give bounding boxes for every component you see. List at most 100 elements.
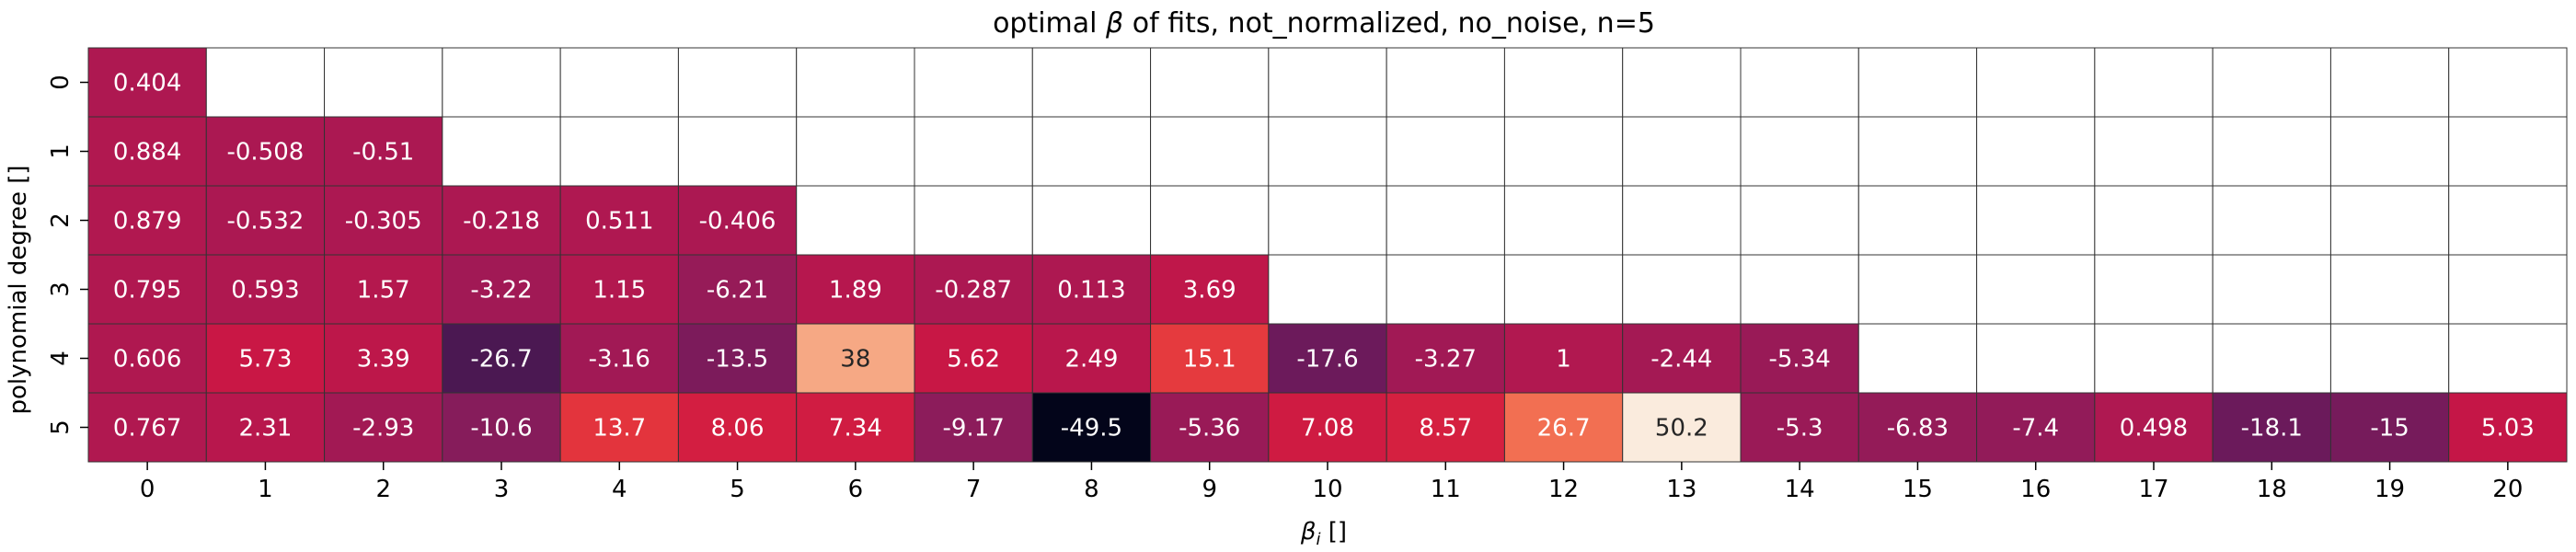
empty-cell: [2329, 185, 2450, 256]
cell-value-label: 8.57: [1419, 415, 1472, 443]
heatmap-cell: [559, 392, 679, 463]
empty-cell: [796, 185, 915, 256]
cell-value-label: 15.1: [1183, 346, 1236, 374]
heatmap-cell: [1622, 392, 1742, 463]
empty-cell: [1031, 116, 1152, 187]
cell-value-label: -2.44: [1650, 346, 1712, 374]
cell-value-label: -0.508: [227, 139, 305, 167]
x-tick-label: 11: [1431, 476, 1461, 503]
empty-cell: [1857, 116, 1978, 187]
empty-cell: [2094, 254, 2214, 325]
heatmap-cell: [1386, 392, 1505, 463]
x-tick-label: 15: [1903, 476, 1933, 503]
empty-cell: [1503, 47, 1624, 118]
empty-cell: [1268, 185, 1387, 256]
cell-value-label: -26.7: [470, 346, 532, 374]
heatmap-cell: [677, 254, 798, 325]
cell-value-label: 26.7: [1537, 415, 1591, 443]
x-tick-label: 7: [966, 476, 982, 503]
empty-cell: [1386, 254, 1505, 325]
cell-value-label: -13.5: [707, 346, 768, 374]
y-tick-label: 5: [47, 420, 75, 435]
empty-cell: [2448, 323, 2568, 394]
x-tick-label: 14: [1785, 476, 1815, 503]
empty-cell: [914, 116, 1033, 187]
empty-cell: [914, 47, 1033, 118]
empty-cell: [2094, 185, 2214, 256]
y-axis-ticks: 0 1 2 3 4 5: [47, 75, 88, 435]
empty-cell: [442, 116, 561, 187]
empty-cell: [1976, 116, 2096, 187]
empty-cell: [1150, 116, 1270, 187]
cell-value-label: 0.113: [1057, 277, 1125, 305]
heatmap-cell: [1622, 323, 1742, 394]
cell-value-label: 3.39: [357, 346, 410, 374]
cell-value-label: 1.57: [357, 277, 410, 305]
cell-value-label: -9.17: [943, 415, 1005, 443]
y-tick-label: 4: [47, 351, 75, 366]
empty-cell: [796, 116, 915, 187]
heatmap-cell: [796, 323, 915, 394]
heatmap-cell: [1150, 254, 1270, 325]
x-tick-label: 18: [2257, 476, 2287, 503]
x-axis-label-subscript: i: [1317, 530, 1321, 549]
cell-value-label: -0.305: [345, 208, 422, 236]
empty-cell: [1268, 47, 1387, 118]
empty-cell: [442, 47, 561, 118]
empty-cell: [2094, 116, 2214, 187]
cell-value-label: -3.27: [1415, 346, 1477, 374]
empty-cell: [559, 116, 679, 187]
empty-cell: [1976, 254, 2096, 325]
title-suffix: of fits, not_normalized, no_noise, n=5: [1123, 7, 1655, 40]
cell-value-label: 0.606: [113, 346, 181, 374]
x-tick-label: 3: [494, 476, 510, 503]
empty-cell: [1622, 47, 1742, 118]
heatmap-cell: [1740, 323, 1859, 394]
x-tick-label: 20: [2492, 476, 2523, 503]
empty-cell: [2448, 47, 2568, 118]
empty-cell: [914, 185, 1033, 256]
cell-value-label: 8.06: [711, 415, 765, 443]
heatmap-cell: [559, 323, 679, 394]
empty-cell: [1857, 185, 1978, 256]
cell-value-label: 1.89: [829, 277, 882, 305]
empty-cell: [2094, 47, 2214, 118]
cell-value-label: -5.34: [1769, 346, 1831, 374]
heatmap-cell: [87, 323, 207, 394]
cell-value-label: -0.218: [463, 208, 540, 236]
empty-cell: [1857, 323, 1978, 394]
empty-cell: [1031, 47, 1152, 118]
empty-cell: [2448, 116, 2568, 187]
empty-cell: [324, 47, 443, 118]
x-tick-label: 9: [1202, 476, 1217, 503]
empty-cell: [1503, 116, 1624, 187]
x-tick-label: 12: [1548, 476, 1579, 503]
empty-cell: [1386, 185, 1505, 256]
heatmap-cell: [324, 254, 443, 325]
title-beta-symbol: β: [1105, 7, 1123, 40]
empty-cell: [677, 116, 798, 187]
empty-cell: [796, 47, 915, 118]
cell-value-label: -49.5: [1061, 415, 1122, 443]
heatmap-cell: [324, 392, 443, 463]
heatmap-cell: [559, 185, 679, 256]
y-tick-label: 0: [47, 75, 75, 90]
heatmap-cell: [914, 254, 1033, 325]
cell-value-label: -2.93: [352, 415, 414, 443]
heatmap-cell: [1386, 323, 1505, 394]
empty-cell: [2212, 47, 2331, 118]
x-tick-label: 2: [375, 476, 391, 503]
heatmap-cell: [677, 185, 798, 256]
x-tick-label: 4: [612, 476, 627, 503]
empty-cell: [1031, 185, 1152, 256]
x-tick-label: 13: [1666, 476, 1696, 503]
x-axis-label-symbol: β: [1300, 518, 1317, 546]
x-tick-label: 8: [1084, 476, 1099, 503]
heatmap-cells: [87, 47, 2568, 463]
y-tick-label: 2: [47, 213, 75, 228]
cell-value-label: -0.287: [935, 277, 1012, 305]
empty-cell: [1740, 254, 1859, 325]
heatmap-cell-labels: 0.404 0.884 -0.508 -0.51 0.879 -0.532 -0.305 -0…: [113, 70, 2535, 443]
cell-value-label: -0.51: [352, 139, 414, 167]
empty-cell: [2212, 323, 2331, 394]
